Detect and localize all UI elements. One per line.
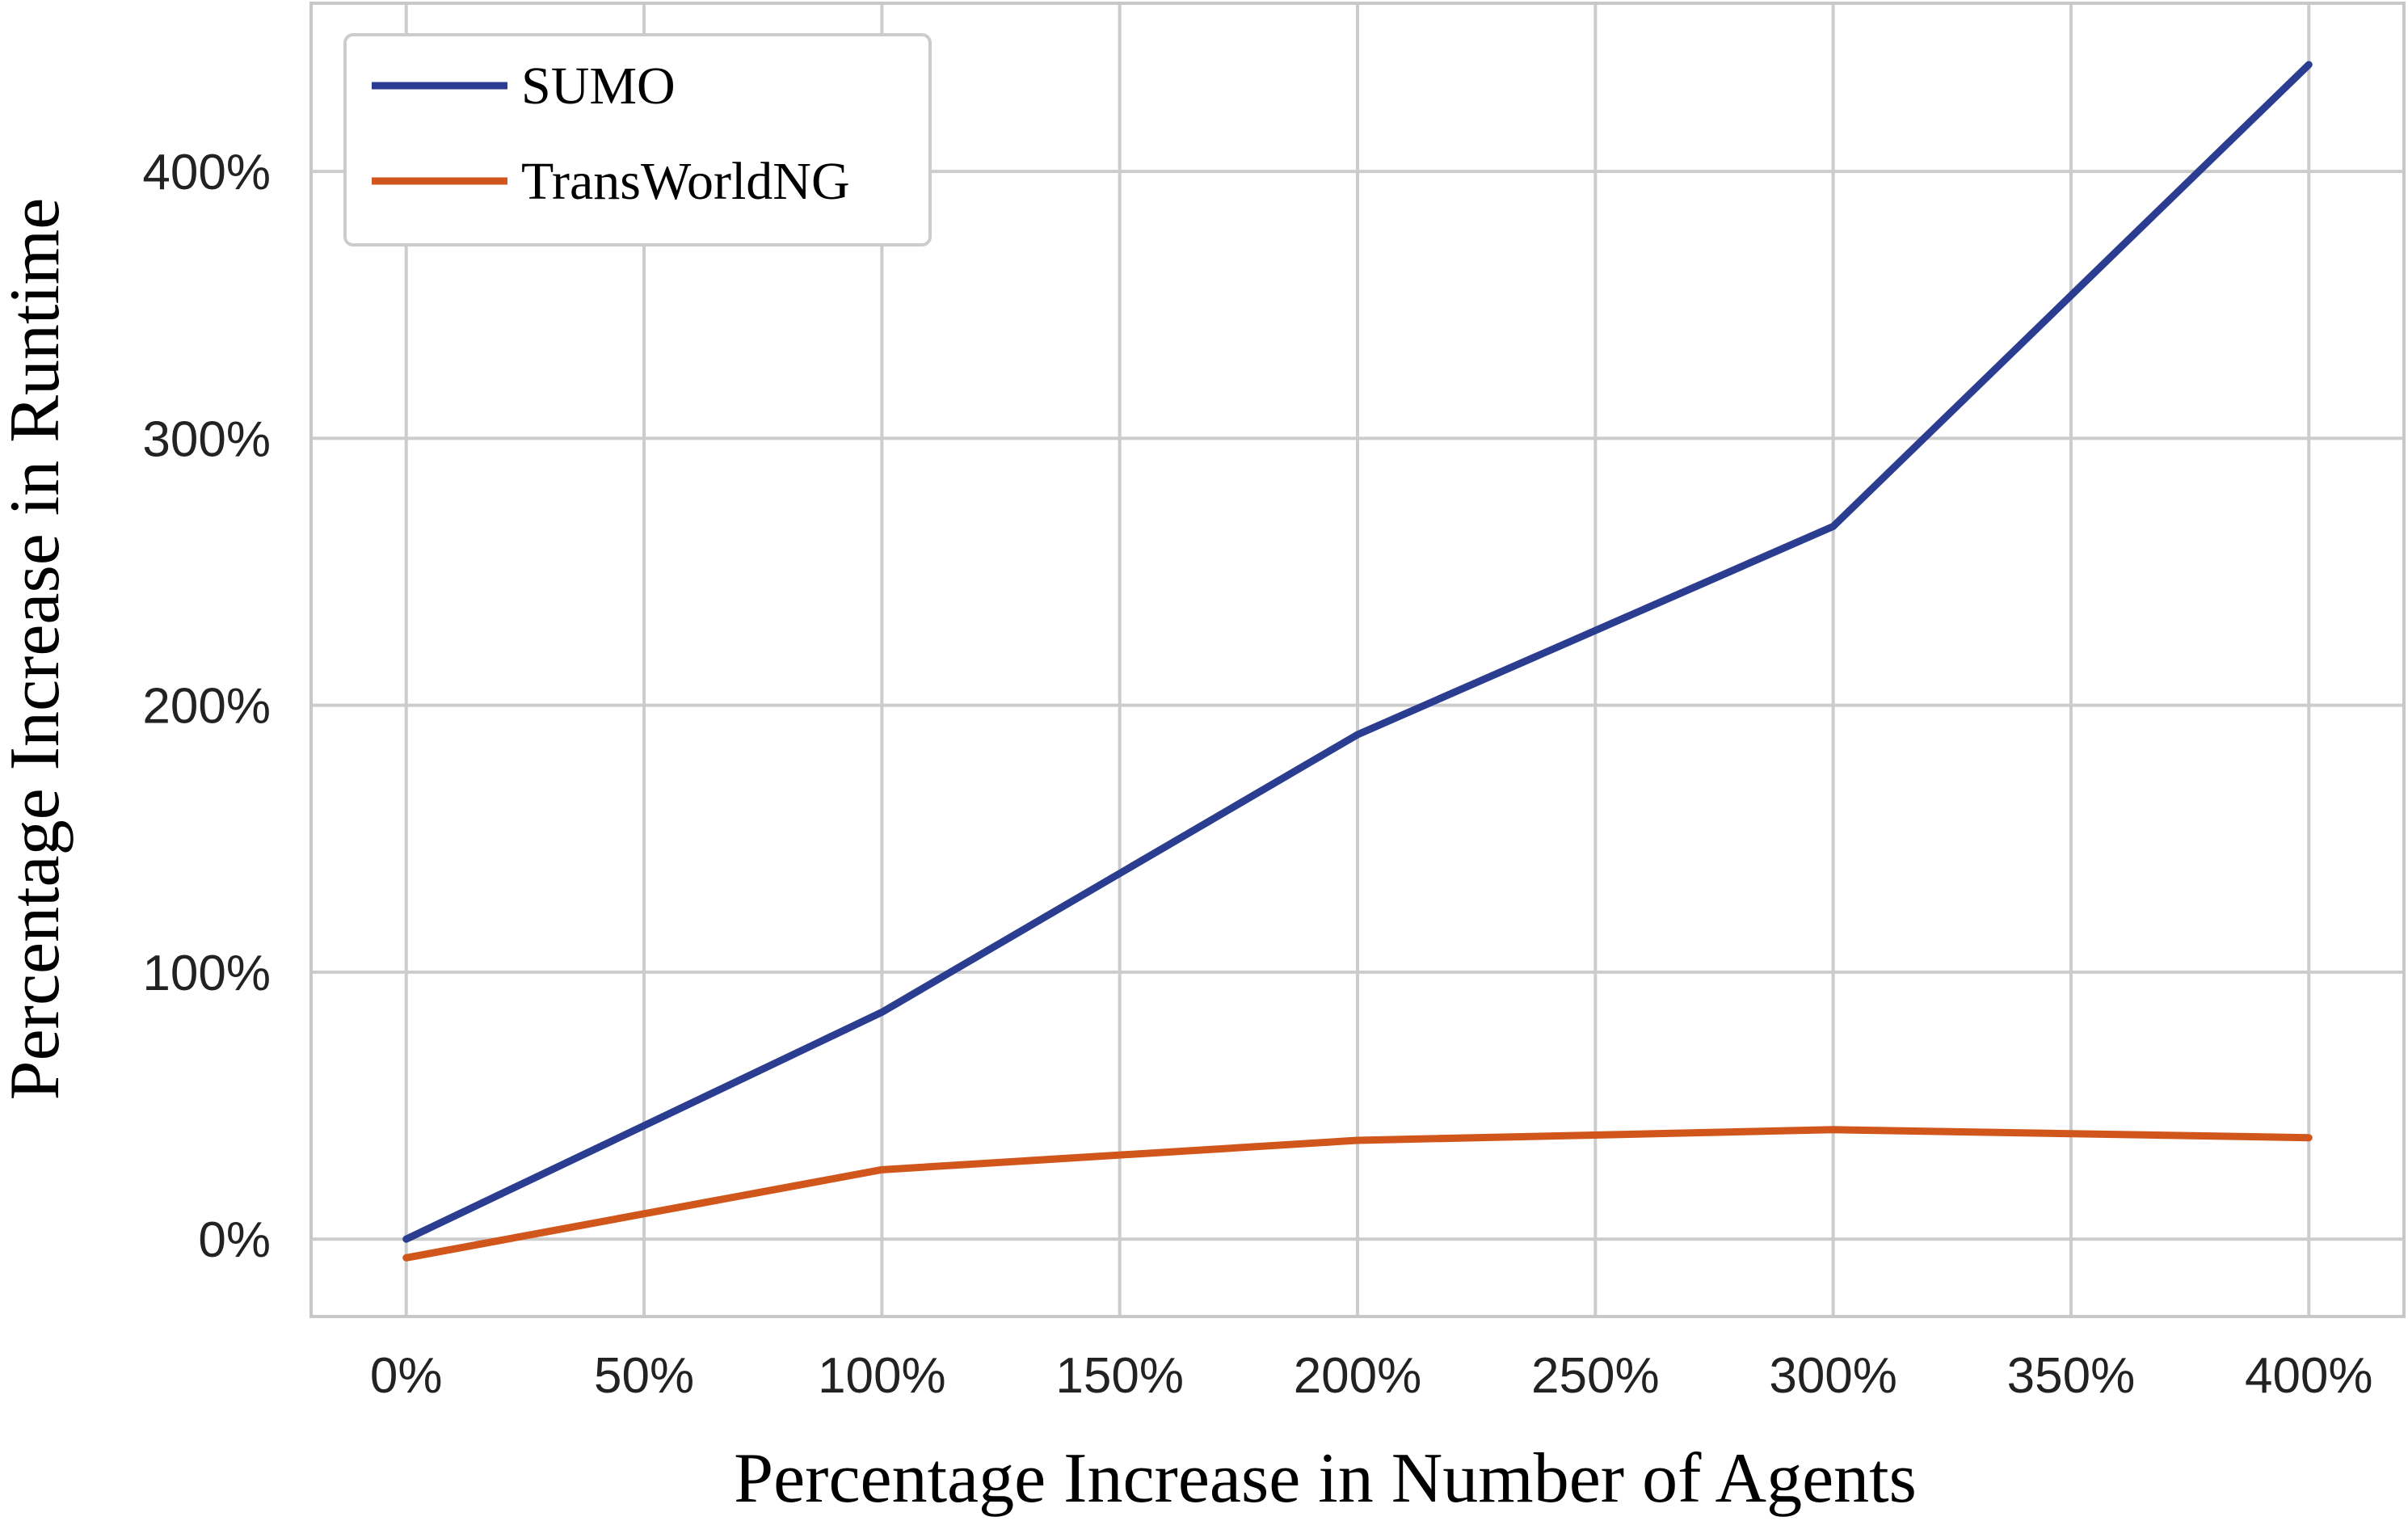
x-tick-label: 0%	[370, 1348, 443, 1404]
plot-frame	[309, 2, 2406, 1318]
legend-label-sumo: SUMO	[521, 57, 676, 116]
legend: SUMO TransWorldNG	[343, 33, 932, 246]
x-tick-label: 350%	[2007, 1348, 2136, 1404]
x-tick-label: 100%	[818, 1348, 946, 1404]
x-tick-label: 50%	[594, 1348, 694, 1404]
y-axis-label: Percentage Increase in Runtime	[0, 198, 74, 1101]
x-axis-label: Percentage Increase in Number of Agents	[734, 1439, 1917, 1518]
y-tick-label: 300%	[142, 411, 271, 467]
y-tick-labels: 0% 100% 200% 300% 400%	[142, 145, 271, 1268]
x-tick-label: 400%	[2245, 1348, 2373, 1404]
y-tick-label: 100%	[142, 946, 271, 1001]
series-line-transworldng	[402, 1126, 2313, 1262]
y-tick-label: 0%	[198, 1212, 271, 1268]
x-tick-label: 300%	[1769, 1348, 1897, 1404]
legend-label-transworldng: TransWorldNG	[521, 152, 850, 211]
y-tick-label: 400%	[142, 145, 271, 200]
grid	[311, 3, 2404, 1317]
x-tick-label: 200%	[1294, 1348, 1422, 1404]
x-tick-label: 250%	[1531, 1348, 1660, 1404]
x-tick-label: 150%	[1055, 1348, 1184, 1404]
x-tick-labels: 0% 50% 100% 150% 200% 250% 300% 350% 400%	[370, 1348, 2373, 1404]
series-group	[402, 61, 2313, 1262]
y-tick-label: 200%	[142, 679, 271, 735]
series-line-sumo	[402, 61, 2313, 1243]
